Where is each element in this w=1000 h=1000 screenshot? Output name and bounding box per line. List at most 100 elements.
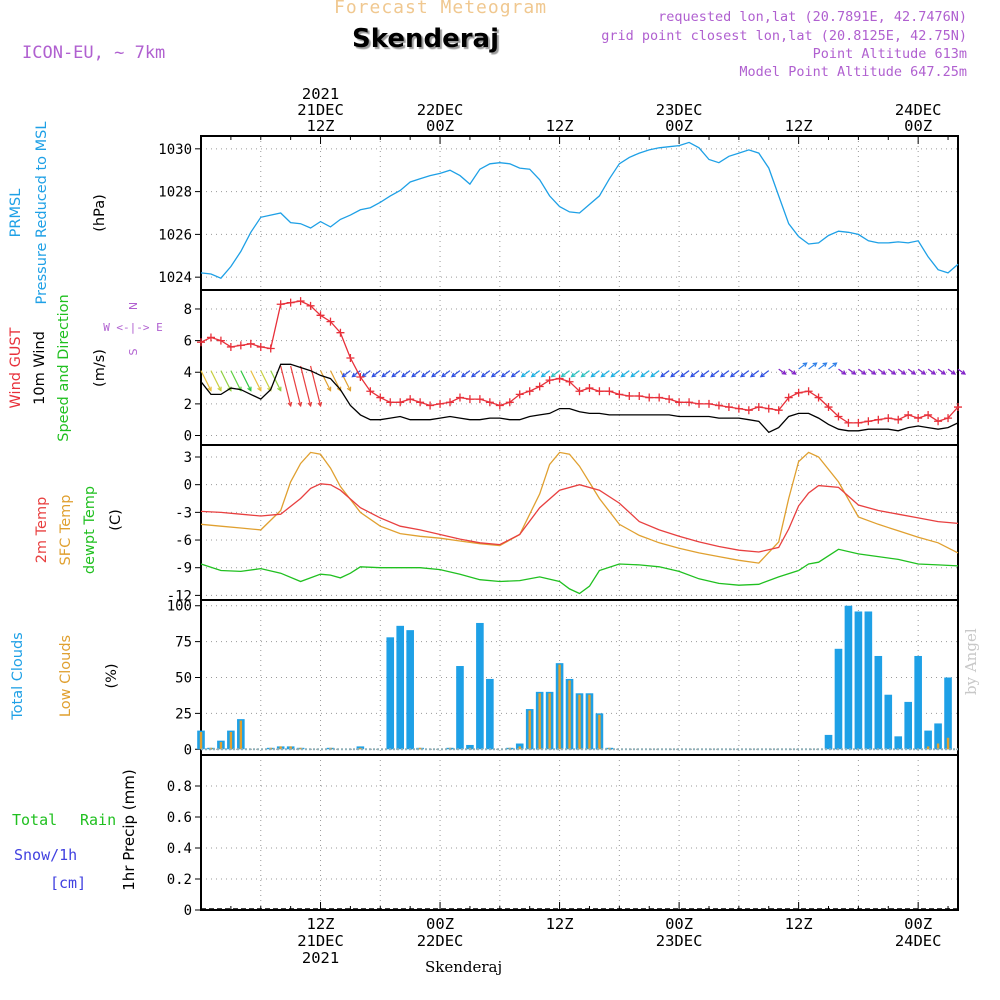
y-tick-label: -9 (175, 561, 192, 577)
wind-arrow (798, 362, 807, 370)
gust-marker (575, 387, 584, 396)
wind-arrow-head (812, 362, 818, 367)
pressure-label-msl: Pressure Reduced to MSL (34, 122, 50, 305)
y-tick-label: 0.4 (167, 841, 192, 857)
wind-arrow-head (530, 372, 536, 378)
wind-arrow-head (297, 401, 303, 408)
gridpoint-lonlat: grid point closest lon,lat (20.8125E, 42… (601, 28, 967, 44)
wind-arrow (200, 370, 212, 391)
wind-arrow-head (391, 372, 397, 378)
wind-arrow (561, 370, 570, 378)
wind-arrow-head (520, 372, 526, 378)
wind-arrow-head (781, 370, 787, 375)
gust-marker (744, 406, 753, 415)
gust-marker (655, 393, 664, 402)
wind-arrow-head (749, 372, 755, 378)
low-cloud-bar (219, 742, 223, 750)
total-cloud-bar (396, 625, 405, 750)
total-cloud-bar (874, 655, 883, 750)
wind-arrow-head (881, 370, 887, 375)
dewpt-temp-line (200, 548, 959, 595)
time-label-bottom: 00Z (665, 915, 693, 933)
wind-label-10m: 10m Wind (32, 331, 48, 405)
wind-arrow (947, 368, 956, 375)
time-label-top: 22DEC (417, 101, 464, 119)
gust-marker (724, 403, 733, 412)
gust-marker (894, 415, 903, 424)
gust-marker (864, 417, 873, 426)
wind-arrow-head (941, 370, 947, 375)
wind-arrow-head (421, 372, 427, 378)
pressure-label-prmsl: PRMSL (8, 189, 24, 238)
wind-arrow (300, 365, 312, 407)
wind-arrow (640, 370, 650, 378)
time-label-top: 2021 (302, 85, 339, 103)
wind-arrow (760, 370, 770, 378)
wind-arrow-head (450, 372, 457, 378)
total-cloud-bar (515, 743, 524, 750)
total-cloud-bar (406, 630, 414, 750)
wind-arrow-head (401, 372, 407, 378)
y-tick-label: 25 (175, 706, 192, 722)
wind-arrow (927, 368, 936, 375)
precip-label-unit: 1hr Precip (mm) (120, 769, 138, 890)
gust-marker (635, 391, 644, 400)
wind-arrow (270, 370, 282, 391)
wind-arrow-head (759, 372, 765, 378)
wind-arrow (471, 370, 481, 378)
gust-marker (884, 414, 893, 423)
wind-arrow-head (640, 372, 646, 378)
wind-arrow (730, 370, 740, 378)
gust-marker (585, 384, 594, 393)
low-cloud-bar (598, 714, 601, 750)
cloud-label-low: Low Clouds (58, 635, 74, 717)
wind-arrow (680, 370, 690, 378)
wind-arrow (750, 370, 760, 378)
low-cloud-bar (359, 747, 362, 750)
wind-arrow-head (729, 372, 735, 378)
wind-arrow (868, 368, 876, 375)
gust-marker (645, 393, 654, 402)
wind-arrow-head (460, 372, 466, 378)
low-cloud-bar (199, 732, 203, 750)
wind-arrow-head (719, 372, 725, 378)
wind-arrow (838, 368, 846, 375)
low-cloud-bar (418, 747, 422, 750)
wind-arrow (610, 370, 620, 378)
wind-arrow (877, 368, 886, 375)
total-cloud-bar (894, 736, 903, 750)
gust-marker (286, 298, 295, 307)
wind-arrow-head (660, 372, 666, 378)
wind-arrow-head (822, 362, 828, 367)
gust-marker (465, 395, 474, 404)
wind-arrow (240, 370, 252, 391)
total-cloud-bar (834, 648, 843, 750)
gust-marker (336, 328, 345, 337)
y-tick-label: -3 (175, 505, 192, 521)
wind-arrow-head (217, 386, 222, 392)
time-label-top: 00Z (426, 117, 454, 135)
wind-arrow-head (650, 372, 656, 378)
gust-marker (555, 374, 564, 383)
y-tick-label: 1028 (158, 185, 192, 201)
wind-arrow (551, 370, 560, 378)
wind-arrow-head (600, 372, 606, 378)
wind-arrow-head (590, 372, 596, 378)
precip-label-cm: [cm] (50, 874, 86, 892)
sfc-temp-line (200, 451, 959, 564)
wind-arrow-head (871, 370, 877, 375)
y-tick-label: 1024 (158, 270, 192, 286)
low-cloud-bar (936, 743, 940, 750)
low-cloud-bar (518, 746, 521, 750)
gust-marker (236, 341, 245, 350)
gust-marker (695, 399, 704, 408)
total-cloud-bar (824, 734, 833, 750)
gust-marker (216, 336, 225, 345)
wind-arrow (391, 370, 401, 378)
wind-arrow-head (411, 372, 417, 378)
wind-arrow-head (381, 372, 387, 378)
gust-marker (734, 404, 743, 413)
wind-arrow-head (560, 372, 566, 378)
low-cloud-bar (528, 710, 531, 750)
